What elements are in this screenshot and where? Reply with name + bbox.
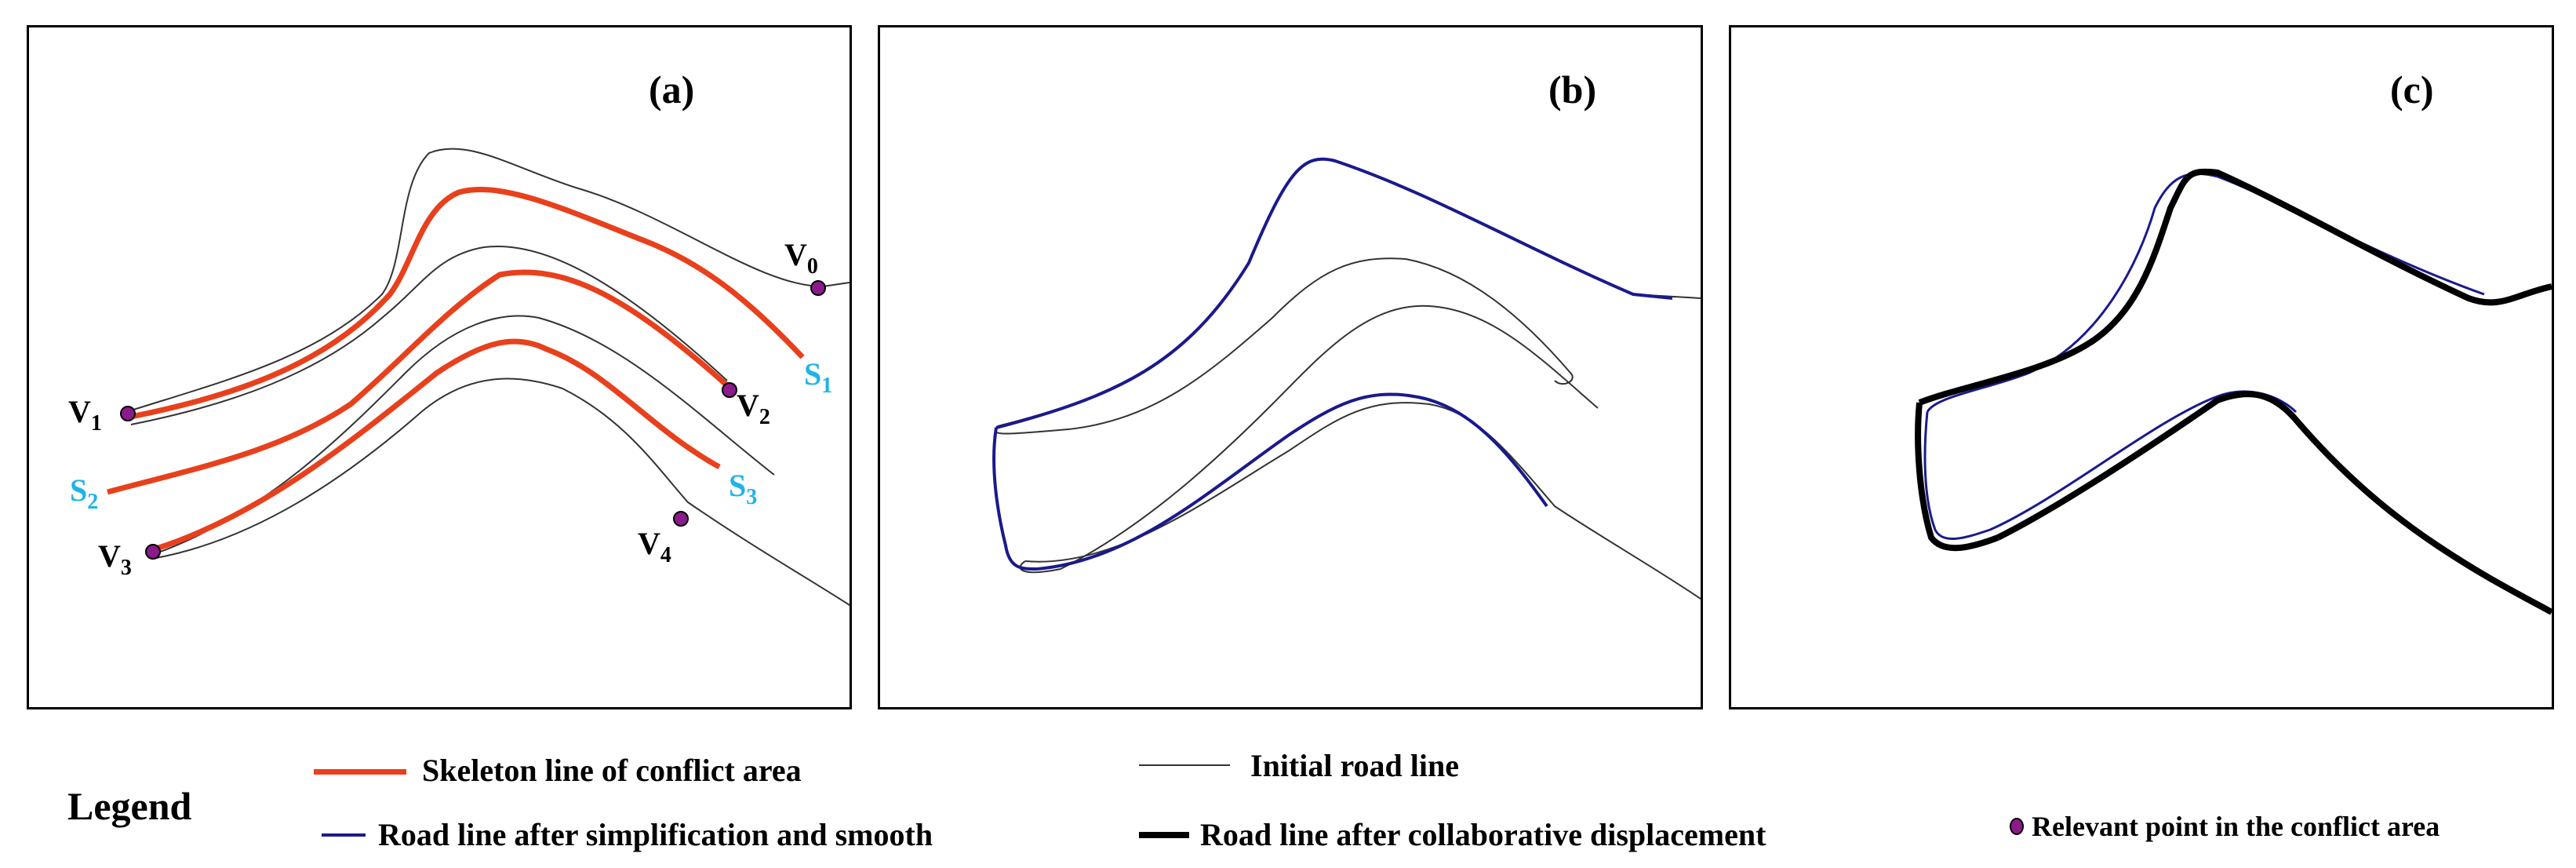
legend-text-simplified: Road line after simplification and smoot… [378, 817, 933, 852]
initial-road-line-left [994, 257, 1574, 435]
legend-swatch-skeleton [314, 769, 406, 775]
panel-b: (b) [878, 25, 1703, 709]
skeleton-line-s3 [155, 338, 721, 552]
displaced-road-line-left [1915, 402, 1999, 552]
label-v1: V1 [68, 394, 102, 436]
panel-a: (a) V0 V1 V2 V3 V4 S1 S2 S3 [27, 25, 852, 709]
panel-a-label: (a) [649, 67, 695, 111]
initial-road-line-inner-bottom [155, 315, 775, 554]
legend-swatch-simplified [322, 833, 366, 837]
point-v3 [145, 544, 161, 560]
initial-road-line-inner-top [130, 246, 728, 425]
simplified-road-line-left-edge [992, 427, 1038, 571]
initial-road-line-left-lower [1019, 305, 1599, 574]
initial-road-line-lower [155, 377, 850, 606]
panel-a-drawing [107, 148, 850, 606]
panel-c: (c) [1729, 25, 2554, 709]
initial-road-line-lower [1024, 402, 1701, 600]
label-v0: V0 [784, 237, 818, 279]
label-v2: V2 [737, 388, 770, 429]
panel-c-drawing [1915, 168, 2552, 615]
initial-road-line-upper [997, 158, 1701, 427]
label-v4: V4 [638, 526, 671, 567]
panel-b-drawing [992, 157, 1701, 600]
skeleton-line-s2 [107, 269, 731, 495]
simplified-road-line-lower [1989, 390, 2298, 531]
point-v4 [673, 511, 689, 527]
point-v2 [722, 382, 737, 398]
skeleton-line-s1 [130, 187, 805, 420]
simplified-road-line-lower [1036, 392, 1548, 571]
label-s1: S1 [804, 356, 833, 398]
legend-swatch-initial [1139, 764, 1230, 766]
label-s2: S2 [70, 472, 99, 514]
point-v0 [810, 280, 826, 296]
panel-b-label: (b) [1548, 67, 1597, 111]
legend-text-displaced: Road line after collaborative displaceme… [1200, 817, 1766, 852]
label-v3: V3 [98, 538, 132, 580]
label-s3: S3 [729, 468, 758, 509]
initial-road-line-upper [130, 148, 850, 411]
legend-text-skeleton: Skeleton line of conflict area [422, 753, 802, 788]
legend-text-relevant: Relevant point in the conflict area [2032, 811, 2440, 842]
panel-c-label: (c) [2390, 67, 2434, 111]
simplified-road-line-left [1923, 411, 1991, 541]
legend-swatch-displaced [1139, 832, 1189, 838]
legend-text-initial: Initial road line [1250, 748, 1459, 783]
displaced-road-line-upper [1918, 168, 2552, 406]
legend-swatch-relevant-point [2010, 818, 2024, 835]
point-v1 [120, 406, 136, 421]
displaced-road-line-lower [1996, 391, 2552, 615]
legend-title: Legend [67, 784, 192, 828]
simplified-road-line-upper [995, 157, 1673, 429]
